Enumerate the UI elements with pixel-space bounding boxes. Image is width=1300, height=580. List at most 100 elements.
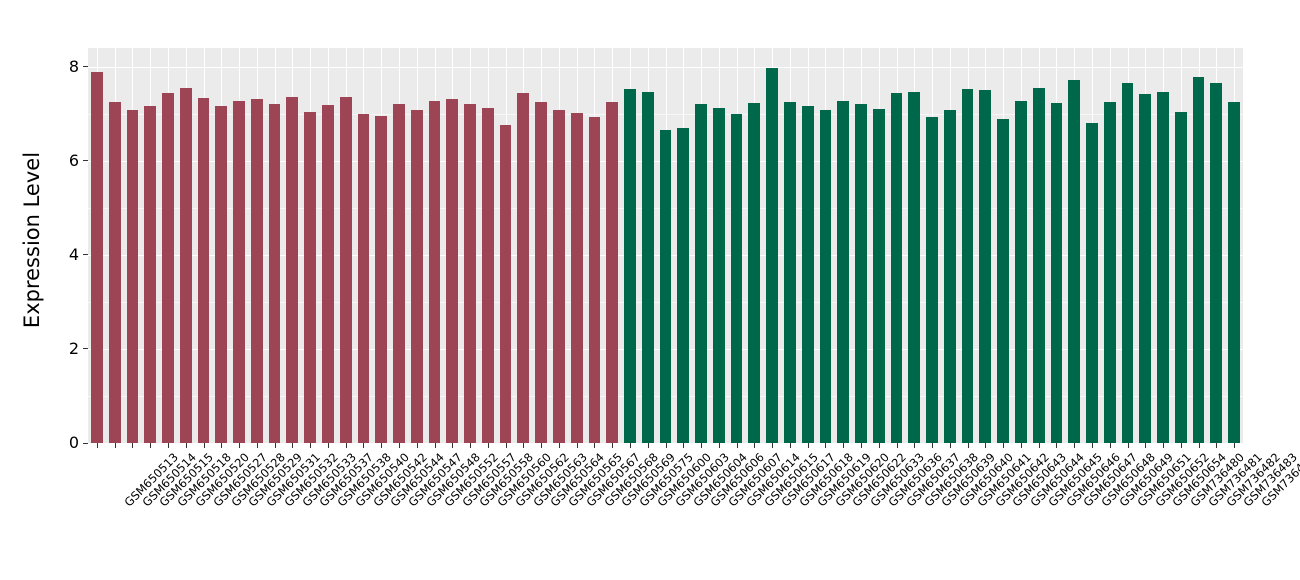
x-axis-tick-mark	[292, 443, 293, 448]
x-axis-tick-mark	[737, 443, 738, 448]
x-axis-tick-mark	[328, 443, 329, 448]
bar	[91, 72, 103, 443]
x-axis-tick-mark	[541, 443, 542, 448]
x-axis-tick-mark	[97, 443, 98, 448]
bar	[659, 129, 672, 443]
x-axis-tick-mark	[1074, 443, 1075, 448]
bar	[304, 111, 316, 443]
x-axis-tick-mark	[897, 443, 898, 448]
bar	[446, 99, 459, 443]
y-axis-tick-label: 4	[68, 244, 79, 264]
x-axis-tick-mark	[1092, 443, 1093, 448]
y-axis-tick-label: 0	[68, 433, 79, 452]
bar	[410, 109, 423, 443]
bar	[339, 97, 352, 443]
x-axis-tick-mark	[630, 443, 631, 448]
x-axis-tick-mark	[932, 443, 933, 448]
bar	[943, 109, 956, 443]
bar	[766, 67, 778, 443]
bar	[784, 101, 796, 443]
x-axis-tick-mark	[1021, 443, 1022, 448]
bar	[1192, 76, 1205, 443]
bar	[1174, 112, 1187, 443]
bar	[179, 87, 192, 443]
x-axis-tick-mark	[683, 443, 684, 448]
bar	[162, 93, 174, 443]
bar	[997, 118, 1009, 443]
x-axis-tick-mark	[754, 443, 755, 448]
bar-series	[88, 48, 1243, 443]
x-axis-tick-mark	[1199, 443, 1200, 448]
x-axis-tick-mark	[1128, 443, 1129, 448]
x-axis-tick-mark	[523, 443, 524, 448]
x-axis-tick-mark	[1039, 443, 1040, 448]
bar	[890, 92, 903, 443]
bar	[1032, 87, 1045, 443]
bar	[322, 105, 334, 443]
y-axis-tick-label: 8	[68, 56, 79, 76]
x-axis-tick-mark	[275, 443, 276, 448]
x-axis-tick-mark	[968, 443, 969, 448]
bar	[855, 103, 867, 443]
bar	[641, 91, 654, 443]
x-axis-tick-mark	[257, 443, 258, 448]
x-axis-tick-mark	[239, 443, 240, 448]
bar	[108, 102, 121, 443]
bar	[268, 103, 281, 443]
bar	[215, 105, 228, 443]
x-axis-tick-mark	[363, 443, 364, 448]
x-axis-tick-mark	[985, 443, 986, 448]
x-axis-tick-mark	[861, 443, 862, 448]
x-axis-tick-mark	[186, 443, 187, 448]
y-axis-tick-mark	[83, 160, 88, 162]
bar	[126, 109, 139, 443]
x-axis-tick-mark	[221, 443, 222, 448]
x-axis: GSM650513 GSM650514 GSM650515 GSM650518 GSM6…	[88, 443, 1300, 573]
x-axis-tick-mark	[1163, 443, 1164, 448]
bar	[908, 91, 921, 443]
bar	[872, 108, 885, 443]
x-axis-tick-mark	[666, 443, 667, 448]
x-axis-tick-mark	[879, 443, 880, 448]
bar	[197, 98, 210, 443]
x-axis-tick-mark	[115, 443, 116, 448]
bar	[499, 124, 512, 443]
y-axis-tick-mark	[83, 254, 88, 256]
bar	[1103, 102, 1116, 443]
bar	[606, 101, 619, 443]
y-axis-tick-mark	[83, 66, 88, 68]
x-axis-tick-mark	[132, 443, 133, 448]
x-axis-tick-mark	[488, 443, 489, 448]
bar	[1228, 101, 1240, 443]
bar	[801, 106, 814, 443]
x-axis-tick-mark	[825, 443, 826, 448]
bar	[144, 105, 157, 443]
bar	[1157, 91, 1169, 443]
bar	[1210, 83, 1223, 443]
bar	[1015, 100, 1027, 443]
bar	[588, 117, 601, 443]
bar	[748, 103, 761, 443]
bar	[375, 115, 388, 443]
x-axis-tick-mark	[719, 443, 720, 448]
bar	[712, 108, 725, 443]
bar	[357, 113, 370, 443]
x-axis-tick-mark	[168, 443, 169, 448]
gridline-minor-horizontal	[88, 113, 1243, 115]
x-axis-tick-mark	[470, 443, 471, 448]
x-axis-tick-mark	[790, 443, 791, 448]
x-axis-tick-mark	[452, 443, 453, 448]
x-axis-tick-mark	[150, 443, 151, 448]
x-axis-tick-mark	[506, 443, 507, 448]
bar	[481, 108, 494, 443]
bar	[393, 103, 405, 443]
x-axis-tick-mark	[346, 443, 347, 448]
x-axis-tick-mark	[417, 443, 418, 448]
x-axis-tick-mark	[559, 443, 560, 448]
y-axis-tick-label: 2	[68, 338, 79, 358]
x-axis-tick-mark	[435, 443, 436, 448]
bar	[1068, 80, 1081, 443]
y-axis-tick-label: 6	[68, 150, 79, 170]
bar	[1121, 82, 1134, 443]
